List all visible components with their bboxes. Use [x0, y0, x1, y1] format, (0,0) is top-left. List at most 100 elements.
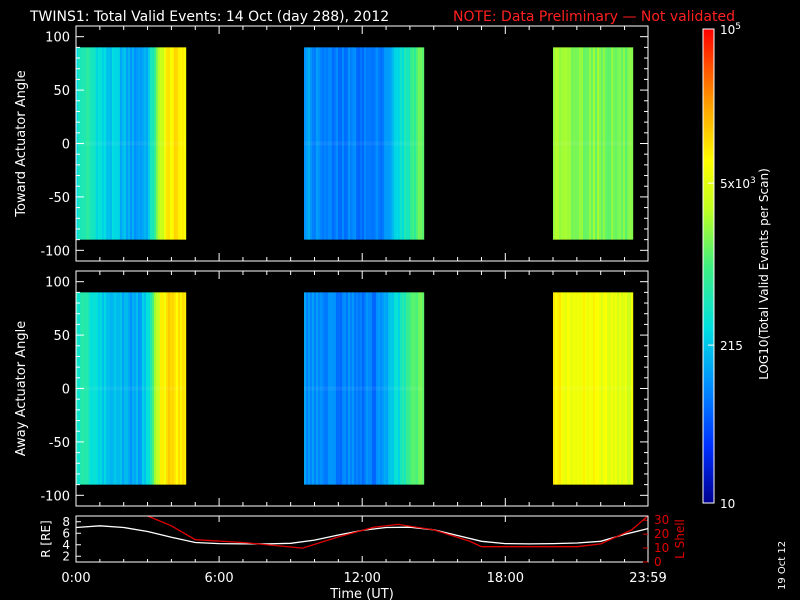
heat-column: [358, 292, 361, 485]
heat-column: [398, 292, 401, 485]
heat-column: [324, 47, 327, 240]
l-tick-label: 20: [654, 527, 669, 541]
heat-column: [404, 47, 407, 240]
y-tick-label: 100: [45, 276, 70, 291]
heat-column: [575, 292, 578, 485]
heat-column: [306, 292, 309, 485]
heat-column: [346, 47, 349, 240]
heat-column: [114, 47, 117, 240]
heat-column: [340, 47, 343, 240]
heat-column: [160, 47, 163, 240]
heat-column: [154, 292, 157, 485]
colorbar-tick-exponent: 3: [750, 176, 756, 186]
heat-column: [92, 292, 95, 485]
heat-column: [577, 292, 580, 485]
heat-column: [404, 292, 407, 485]
heat-column: [98, 47, 101, 240]
heat-column: [599, 292, 602, 485]
heat-column: [162, 292, 165, 485]
heat-column: [334, 292, 337, 485]
heat-column: [571, 292, 574, 485]
heat-column: [350, 47, 353, 240]
heat-column: [164, 292, 167, 485]
heat-column: [338, 47, 341, 240]
heat-column: [382, 47, 385, 240]
heat-column: [150, 292, 153, 485]
heat-column: [619, 47, 622, 240]
heat-column: [569, 292, 572, 485]
heat-column: [166, 292, 169, 485]
heat-column: [310, 47, 313, 240]
heat-column: [146, 292, 149, 485]
heat-column: [118, 47, 121, 240]
heat-column: [364, 292, 367, 485]
heat-column: [140, 47, 143, 240]
heat-column: [631, 47, 634, 240]
heat-column: [420, 47, 423, 240]
heat-column: [178, 47, 181, 240]
heat-column: [116, 292, 119, 485]
heat-column: [138, 292, 141, 485]
heat-column: [336, 47, 339, 240]
heat-column: [555, 292, 558, 485]
heat-column: [152, 47, 155, 240]
heat-column: [106, 292, 109, 485]
heat-column: [170, 47, 173, 240]
heat-column: [392, 292, 395, 485]
heat-column: [94, 292, 97, 485]
heat-column: [128, 292, 131, 485]
heat-column: [342, 47, 345, 240]
center-band: [304, 141, 423, 146]
heat-column: [629, 292, 632, 485]
chart-title: TWINS1: Total Valid Events: 14 Oct (day …: [29, 9, 389, 25]
heat-column: [96, 47, 99, 240]
heat-column: [563, 47, 566, 240]
heat-column: [340, 292, 343, 485]
heat-column: [607, 292, 610, 485]
heat-column: [120, 47, 123, 240]
heat-column: [601, 47, 604, 240]
y-tick-label: 0: [62, 383, 70, 398]
heat-column: [112, 47, 115, 240]
heat-column: [597, 47, 600, 240]
heat-column: [360, 292, 363, 485]
heat-column: [132, 47, 135, 240]
heat-column: [166, 47, 169, 240]
heat-column: [362, 292, 365, 485]
heat-column: [92, 47, 95, 240]
heat-column: [384, 47, 387, 240]
heat-column: [585, 47, 588, 240]
heat-column: [304, 292, 307, 485]
heat-column: [615, 47, 618, 240]
heat-column: [627, 292, 630, 485]
heat-column: [585, 292, 588, 485]
heat-column: [597, 292, 600, 485]
heat-column: [164, 47, 167, 240]
heat-column: [412, 292, 415, 485]
colorbar-tick-label: 10: [720, 497, 735, 511]
heat-column: [589, 292, 592, 485]
center-band: [304, 386, 423, 391]
r-axis-label: R [RE]: [39, 520, 53, 557]
heat-column: [408, 47, 411, 240]
heat-column: [609, 47, 612, 240]
heat-column: [322, 47, 325, 240]
heat-column: [160, 292, 163, 485]
heat-column: [553, 292, 556, 485]
heat-column: [577, 47, 580, 240]
heat-column: [126, 292, 129, 485]
heat-column: [88, 292, 91, 485]
heat-column: [575, 47, 578, 240]
heat-column: [352, 47, 355, 240]
heat-column: [378, 47, 381, 240]
heat-column: [553, 47, 556, 240]
heat-column: [394, 292, 397, 485]
heat-column: [136, 292, 139, 485]
heat-column: [386, 292, 389, 485]
heat-column: [304, 47, 307, 240]
center-band: [76, 386, 185, 391]
heat-column: [138, 47, 141, 240]
heat-column: [388, 47, 391, 240]
heat-column: [332, 292, 335, 485]
